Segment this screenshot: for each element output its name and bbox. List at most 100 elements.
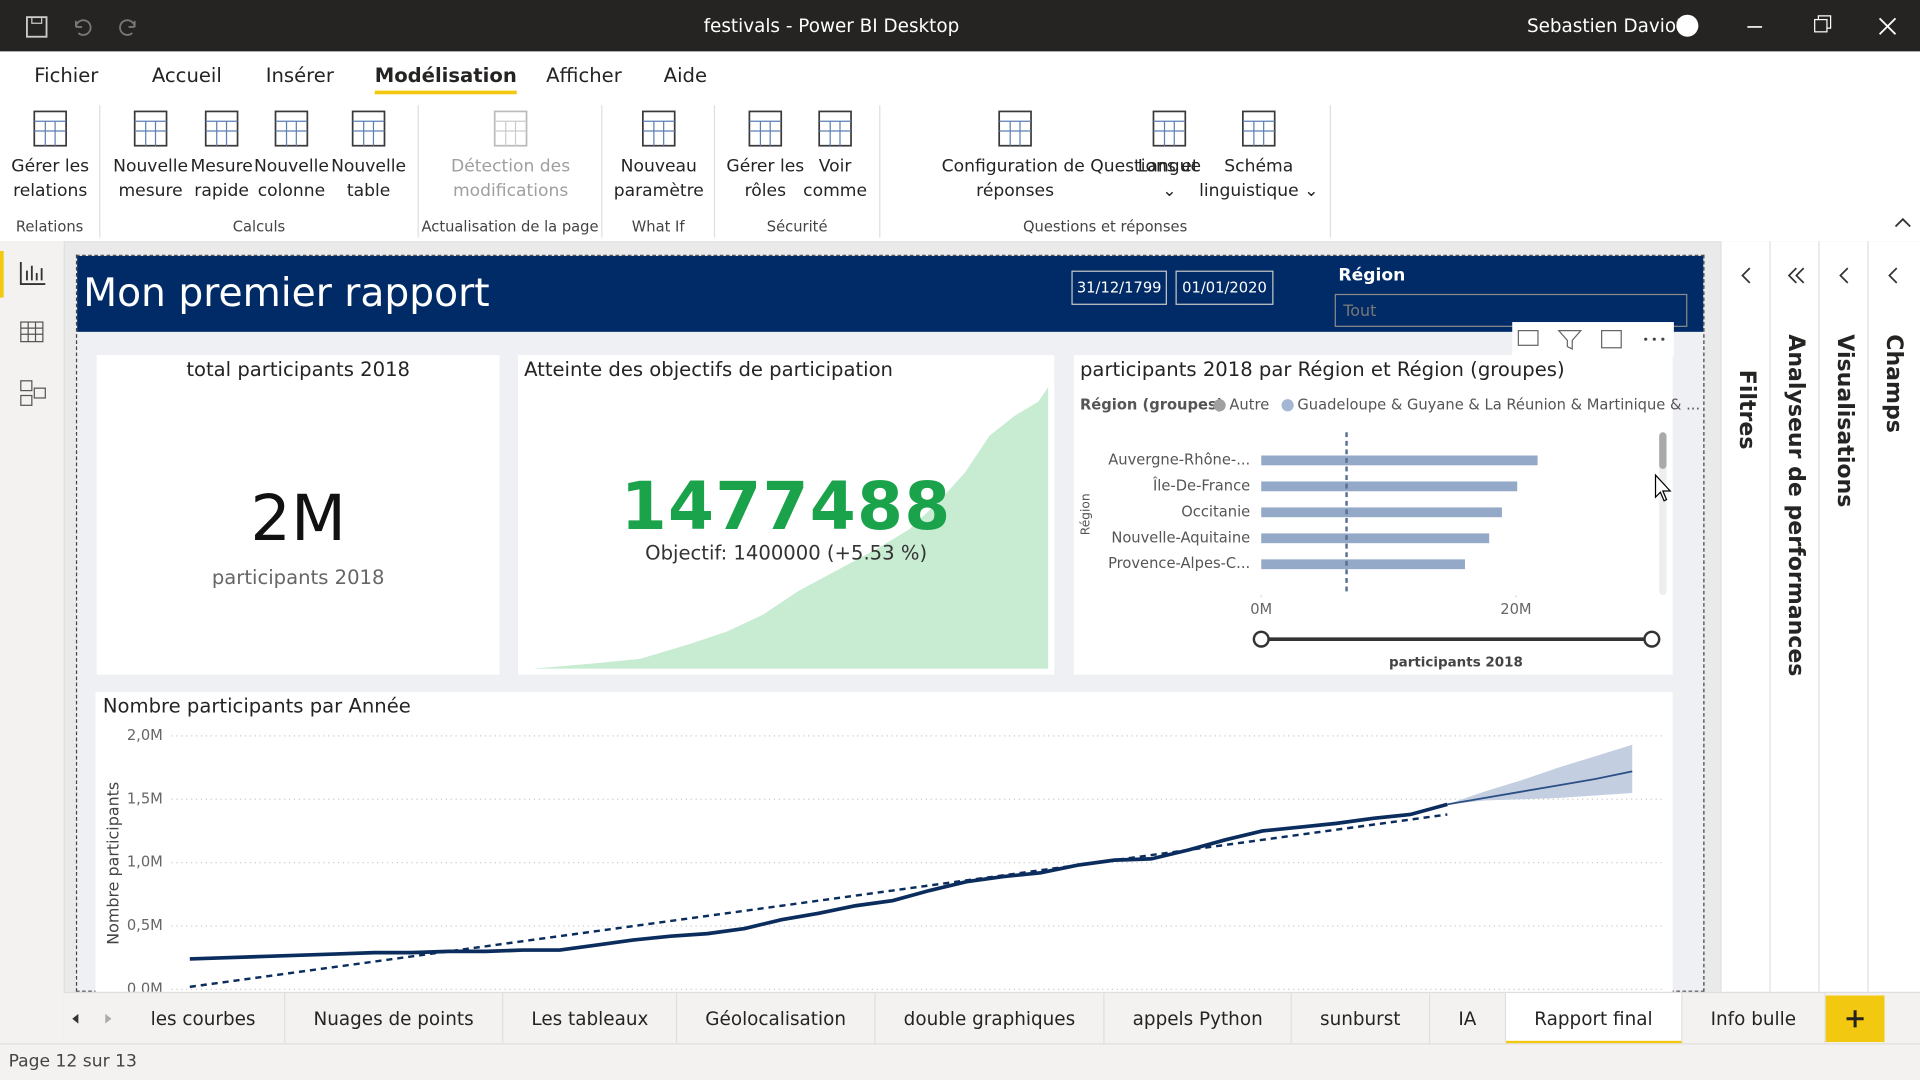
side-pane[interactable]: Analyseur de performances — [1769, 241, 1819, 1044]
ribbon-group: Questions et réponses Configuration de Qu… — [880, 105, 1332, 238]
menu-item[interactable]: Afficher — [546, 63, 622, 87]
menu-item[interactable]: Accueil — [151, 63, 222, 87]
pane-title: Analyseur de performances — [1782, 334, 1809, 677]
quick-access-icons — [26, 16, 136, 38]
collapse-ribbon[interactable] — [1893, 216, 1913, 231]
ribbon-button[interactable]: Schéma linguistique ⌄ — [1185, 108, 1332, 204]
button-icon — [351, 110, 386, 147]
ribbon-button[interactable]: Nouvelle table — [295, 108, 442, 204]
button-icon — [641, 110, 676, 147]
card-value: 2M — [250, 482, 346, 556]
pane-collapse[interactable] — [1834, 266, 1858, 286]
window-controls[interactable] — [1673, 10, 1918, 44]
visual-header-icons[interactable] — [1512, 322, 1674, 357]
page-tab[interactable]: IA — [1430, 993, 1506, 1045]
side-pane[interactable]: Visualisations — [1818, 241, 1868, 1044]
line-visual: Nombre participants par Année — [95, 691, 1673, 1011]
button-icon — [818, 110, 852, 147]
tab-scroll[interactable] — [69, 1010, 118, 1027]
ribbon-group: What If Nouveau paramètre — [602, 105, 716, 238]
card-visual: total participants 2018 2M participants … — [96, 355, 500, 675]
window-title: festivals - Power BI Desktop — [703, 14, 960, 37]
button-label: rôles — [744, 181, 787, 201]
date-start[interactable]: 31/12/1799 — [1071, 270, 1167, 305]
menu-item[interactable]: Fichier — [34, 63, 99, 87]
card-label: participants 2018 — [211, 565, 385, 589]
page-tab[interactable]: Info bulle — [1682, 993, 1826, 1045]
kpi-visual: 1477488 Objectif: 1400000 (+5.53 %) Atte… — [517, 355, 1055, 675]
button-label: Gérer les — [726, 156, 805, 177]
scrollbar-thumb[interactable] — [1659, 432, 1667, 469]
ribbon-button[interactable]: Mesure rapide — [148, 108, 295, 204]
button-icon — [204, 110, 239, 147]
legend-title: Région (groupes) — [1080, 396, 1223, 413]
page-tab[interactable]: appels Python — [1104, 993, 1293, 1045]
side-pane[interactable]: Champs — [1867, 241, 1917, 1044]
bar-title: participants 2018 par Région et Région (… — [1080, 357, 1565, 381]
report-title: Mon premier rapport — [83, 269, 490, 316]
slicer-dropdown[interactable]: Tout — [1334, 293, 1688, 327]
button-icon — [133, 110, 168, 147]
page-tabs: les courbes Nuages de points Les tableaux G… — [63, 991, 1920, 1045]
pane-title: Champs — [1880, 334, 1907, 433]
pane-collapse[interactable] — [1785, 266, 1809, 286]
page-tab[interactable]: Les tableaux — [503, 993, 678, 1045]
menu-item[interactable]: Modélisation — [374, 63, 517, 95]
button-label: Gérer les — [11, 156, 90, 177]
page-tab[interactable]: Géolocalisation — [677, 993, 876, 1045]
ribbon-button[interactable]: Langue ⌄ — [1096, 108, 1243, 204]
button-label: Langue — [1137, 156, 1201, 177]
button-label: Nouvelle — [113, 156, 189, 177]
title-bar: festivals - Power BI Desktop Sebastien D… — [0, 0, 1920, 52]
range-slider[interactable] — [1252, 630, 1661, 648]
button-label: paramètre — [613, 181, 704, 201]
page-tab[interactable]: Nuages de points — [285, 993, 504, 1045]
side-pane[interactable]: Filtres — [1720, 241, 1770, 1044]
button-label: modifications — [452, 181, 569, 201]
menu-item[interactable]: Insérer — [265, 63, 334, 87]
menu-item[interactable]: Aide — [663, 63, 708, 87]
group-label: What If — [631, 217, 685, 236]
button-label: mesure — [118, 181, 183, 201]
ribbon-button[interactable]: Voir comme — [762, 108, 909, 204]
button-icon — [493, 110, 528, 147]
ribbon-button[interactable]: Gérer les relations — [0, 108, 124, 204]
legend-marker — [1281, 399, 1294, 412]
button-icon — [748, 110, 783, 147]
page-tab[interactable]: Rapport final — [1506, 993, 1683, 1045]
ribbon-button[interactable]: Nouveau paramètre — [585, 108, 732, 204]
slicer-label: Région — [1338, 265, 1406, 286]
add-page[interactable] — [1825, 995, 1885, 1043]
ribbon-button: Détection des modifications — [437, 108, 584, 204]
group-label: Actualisation de la page — [421, 217, 599, 236]
scrollbar[interactable] — [1659, 432, 1667, 596]
page-tab[interactable]: double graphiques — [876, 993, 1105, 1045]
pane-collapse[interactable] — [1736, 266, 1760, 286]
ribbon-button[interactable]: Nouvelle colonne — [218, 108, 365, 204]
button-label: comme — [803, 181, 868, 201]
bar — [1261, 533, 1490, 544]
ribbon-button[interactable]: Gérer les rôles — [692, 108, 839, 204]
bar — [1261, 455, 1538, 466]
button-label: ⌄ — [1162, 181, 1177, 201]
legend-entry: Guadeloupe & Guyane & La Réunion & Marti… — [1297, 396, 1700, 413]
button-label: Voir — [818, 156, 852, 177]
view-icons[interactable] — [17, 258, 49, 417]
page-tab[interactable]: sunburst — [1292, 993, 1430, 1045]
pane-collapse[interactable] — [1883, 266, 1907, 286]
button-label: table — [346, 181, 391, 201]
mouse-cursor — [1654, 473, 1672, 502]
category-label: Île-De-France — [1152, 476, 1250, 494]
ribbon-button[interactable]: Nouvelle mesure — [77, 108, 224, 204]
page-tab[interactable]: les courbes — [122, 993, 285, 1045]
button-label: colonne — [257, 181, 326, 201]
status-bar: Page 12 sur 13 — [0, 1043, 1920, 1080]
button-icon — [33, 110, 67, 147]
date-end[interactable]: 01/01/2020 — [1175, 270, 1274, 305]
legend-marker — [1213, 399, 1226, 412]
kpi-goal: Objectif: 1400000 (+5.53 %) — [645, 541, 928, 565]
menu-bar: Fichier Accueil Insérer Modélisation Affiche… — [0, 51, 1920, 101]
button-label: Nouvelle — [331, 156, 407, 177]
